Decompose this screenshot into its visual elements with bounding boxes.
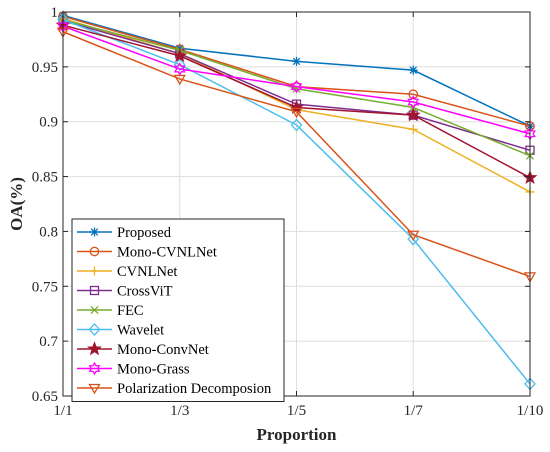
legend-marker [89, 246, 100, 257]
data-point-marker [405, 107, 421, 122]
legend-label: Mono-CVNLNet [117, 245, 217, 261]
legend-item: Mono-ConvNet [77, 341, 209, 358]
data-point-marker [290, 107, 303, 119]
x-axis-title: Proportion [257, 425, 338, 444]
x-tick-label: 1/3 [170, 403, 189, 419]
x-tick-label: 1/7 [404, 403, 424, 419]
legend-label: CrossViT [117, 284, 173, 300]
legend-marker [90, 305, 99, 315]
legend-label: Wavelet [117, 323, 164, 339]
y-tick-label: 0.85 [32, 170, 58, 186]
data-point-marker [408, 65, 418, 75]
y-tick-label: 0.65 [32, 389, 58, 405]
legend-label: CVNLNet [117, 264, 177, 280]
y-tick-label: 0.9 [39, 115, 58, 131]
legend-marker [90, 227, 99, 237]
data-point-marker [289, 99, 304, 114]
legend-marker [89, 285, 100, 296]
legend-item: Polarization Decomposion [77, 381, 272, 397]
data-point-marker [290, 79, 303, 94]
series-8 [57, 19, 536, 141]
data-point-marker [173, 74, 186, 86]
series-line [62, 18, 531, 385]
legend-marker [88, 323, 101, 336]
legend-item: FEC [77, 303, 144, 319]
legend-item: Mono-CVNLNet [77, 245, 217, 261]
legend: Proposed Mono-CVNLNet CVNLNet CrossViT FEC Wa… [71, 218, 285, 402]
y-axis-title: OA(%) [7, 177, 26, 231]
y-tick-label: 0.8 [39, 224, 58, 240]
legend-item: Mono-Grass [77, 362, 190, 378]
series-line [62, 25, 531, 135]
legend-item: CrossViT [77, 284, 173, 300]
axis-ticks: 0.65 0.7 0.75 0.8 0.85 0.9 0.95 1 1/1 1/3 1/5 1/7 1/… [32, 5, 544, 419]
data-point-marker [407, 230, 420, 242]
data-point-marker [173, 58, 186, 72]
y-tick-label: 0.7 [39, 334, 58, 350]
legend-item: CVNLNet [77, 264, 177, 280]
legend-marker [90, 266, 99, 276]
y-tick-label: 1 [51, 5, 59, 21]
data-point-marker [408, 89, 419, 100]
x-tick-label: 1/5 [287, 403, 306, 419]
series-line [62, 31, 531, 278]
legend-item: Wavelet [77, 323, 164, 339]
legend-label: Mono-Grass [117, 362, 190, 378]
legend-marker [87, 341, 102, 356]
legend-marker [88, 361, 101, 376]
y-tick-label: 0.95 [32, 60, 58, 76]
legend-item: Proposed [77, 225, 172, 241]
data-point-marker [292, 56, 301, 66]
data-point-marker [407, 232, 420, 246]
series-6 [57, 13, 536, 391]
legend-label: Polarization Decomposion [117, 381, 272, 397]
y-tick-label: 0.75 [32, 279, 58, 295]
legend-marker [88, 383, 101, 395]
data-point-marker [173, 62, 186, 76]
legend-label: Mono-ConvNet [117, 342, 209, 358]
data-point-marker [408, 124, 418, 134]
x-tick-label: 1/10 [517, 403, 544, 419]
legend-label: Proposed [117, 225, 172, 241]
data-point-marker [172, 48, 188, 63]
x-tick-label: 1/1 [53, 403, 72, 419]
legend-label: FEC [117, 303, 144, 319]
data-point-marker [290, 118, 303, 132]
data-point-marker [407, 95, 420, 109]
